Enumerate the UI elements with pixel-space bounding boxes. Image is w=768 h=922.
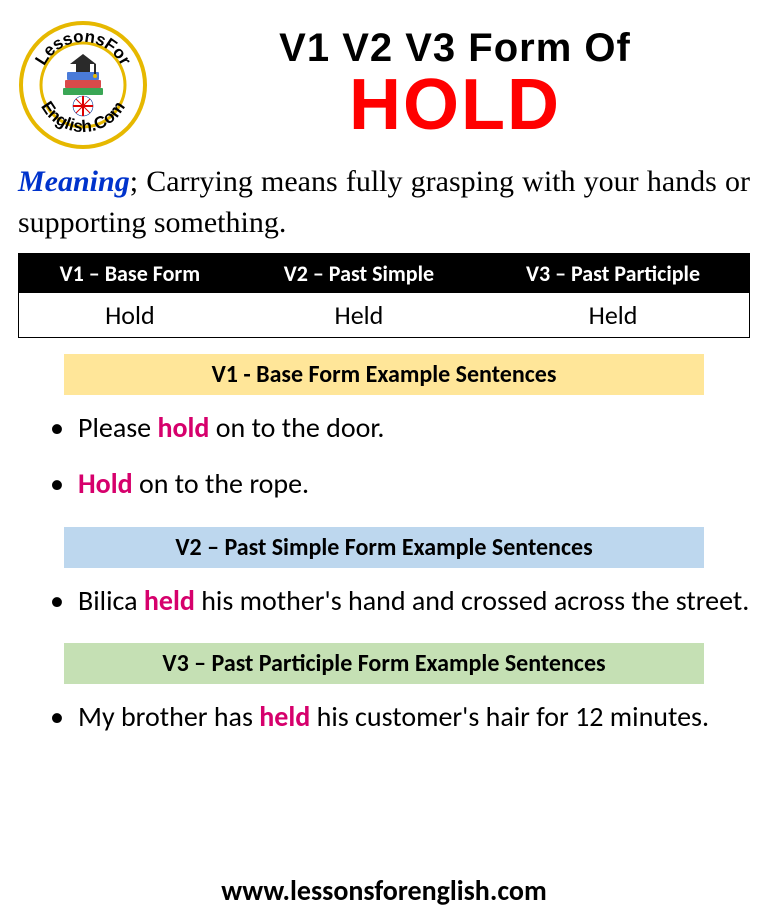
example-post: his customer's hair for 12 minutes. xyxy=(310,699,709,734)
table-header-row: V1 – Base Form V2 – Past Simple V3 – Pas… xyxy=(19,254,750,294)
example-item: My brother has held his customer's hair … xyxy=(18,698,750,736)
example-highlight: held xyxy=(259,699,310,734)
meaning-label: Meaning xyxy=(18,165,130,198)
th-v1: V1 – Base Form xyxy=(19,254,241,294)
example-item: Hold on to the rope. xyxy=(18,465,750,503)
title-block: V1 V2 V3 Form Of HOLD xyxy=(160,20,750,141)
section-header-v3: V3 – Past Participle Form Example Senten… xyxy=(64,643,704,684)
footer-url: www.lessonsforenglish.com xyxy=(0,873,768,908)
example-pre: Bilica xyxy=(78,583,144,618)
example-item: Please hold on to the door. xyxy=(18,409,750,447)
table-row: Hold Held Held xyxy=(19,293,750,338)
example-pre: Please xyxy=(78,410,157,445)
example-pre: My brother has xyxy=(78,699,259,734)
example-post: his mother's hand and crossed across the… xyxy=(195,583,749,618)
examples-v2: Bilica held his mother's hand and crosse… xyxy=(18,582,750,620)
examples-v1: Please hold on to the door. Hold on to t… xyxy=(18,409,750,503)
meaning-text: Meaning; Carrying means fully grasping w… xyxy=(18,162,750,243)
th-v2: V2 – Past Simple xyxy=(241,254,477,294)
example-highlight: Hold xyxy=(78,466,133,501)
example-item: Bilica held his mother's hand and crosse… xyxy=(18,582,750,620)
examples-v3: My brother has held his customer's hair … xyxy=(18,698,750,736)
th-v3: V3 – Past Participle xyxy=(477,254,749,294)
verb-forms-table: V1 – Base Form V2 – Past Simple V3 – Pas… xyxy=(18,253,750,338)
example-highlight: hold xyxy=(157,410,209,445)
header: LessonsFor English.Com V1 V2 V3 Form Of … xyxy=(18,20,750,150)
td-v1: Hold xyxy=(19,293,241,338)
section-header-v1: V1 - Base Form Example Sentences xyxy=(64,354,704,395)
td-v2: Held xyxy=(241,293,477,338)
example-highlight: held xyxy=(144,583,195,618)
example-post: on to the rope. xyxy=(133,466,309,501)
section-header-v2: V2 – Past Simple Form Example Sentences xyxy=(64,527,704,568)
site-logo: LessonsFor English.Com xyxy=(18,20,148,150)
example-post: on to the door. xyxy=(209,410,384,445)
title-word: HOLD xyxy=(160,69,750,141)
td-v3: Held xyxy=(477,293,749,338)
